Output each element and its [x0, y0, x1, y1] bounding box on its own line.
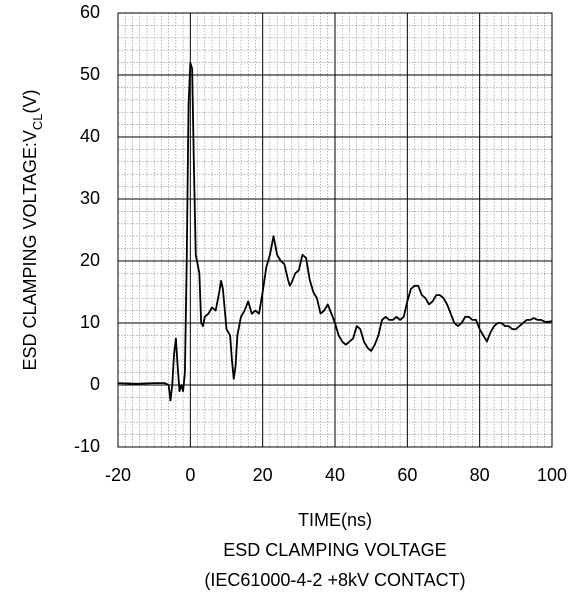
x-tick-label: 100 — [537, 465, 567, 485]
y-tick-label: -10 — [74, 436, 100, 456]
x-axis-label: TIME(ns) — [298, 510, 372, 530]
x-tick-label: 40 — [325, 465, 345, 485]
y-axis-label: ESD CLAMPING VOLTAGE:VCL(V) — [20, 89, 45, 370]
y-tick-label: 60 — [80, 2, 100, 22]
x-tick-label: 60 — [397, 465, 417, 485]
chart-title: ESD CLAMPING VOLTAGE — [223, 540, 446, 560]
y-axis-label-unit: (V) — [20, 89, 40, 113]
y-tick-label: 30 — [80, 188, 100, 208]
y-axis-label-text: ESD CLAMPING VOLTAGE:V — [20, 130, 40, 370]
y-tick-label: 40 — [80, 126, 100, 146]
y-tick-label: 20 — [80, 250, 100, 270]
y-tick-label: 0 — [90, 374, 100, 394]
chart-subtitle: (IEC61000-4-2 +8kV CONTACT) — [204, 570, 465, 590]
x-tick-label: 80 — [470, 465, 490, 485]
data-line — [117, 61, 553, 402]
x-tick-label: -20 — [105, 465, 131, 485]
x-tick-label: 0 — [185, 465, 195, 485]
plot-frame — [117, 12, 553, 448]
y-tick-label: 50 — [80, 64, 100, 84]
x-tick-label: 20 — [253, 465, 273, 485]
y-axis-label-subscript: CL — [30, 113, 45, 130]
y-tick-label: 10 — [80, 312, 100, 332]
